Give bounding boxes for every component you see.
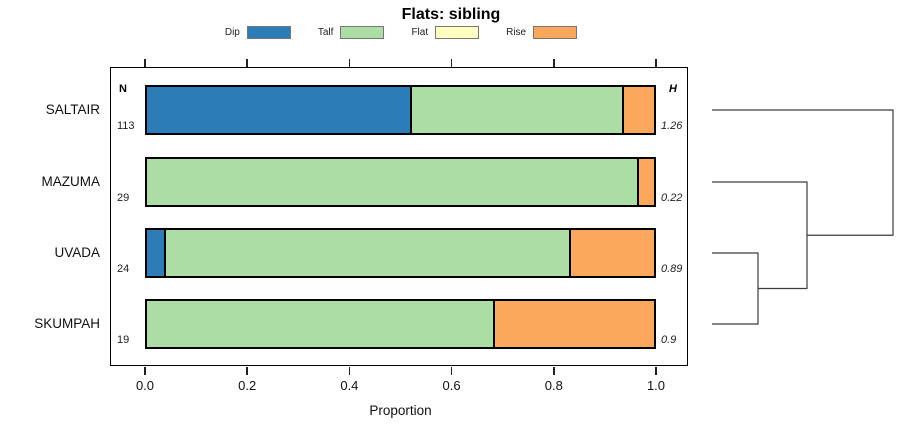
axis-tick-label: 0.2 bbox=[238, 378, 257, 393]
legend-item-talf: Talf bbox=[317, 25, 385, 39]
axis-tick-bottom bbox=[144, 366, 146, 375]
axis-tick-top bbox=[655, 59, 657, 67]
bar-segment-talf bbox=[145, 299, 495, 349]
bar-segment-rise bbox=[636, 157, 656, 207]
bar-segment-talf bbox=[145, 157, 639, 207]
category-label-uvada: UVADA bbox=[54, 245, 100, 260]
axis-tick-bottom bbox=[553, 366, 555, 375]
h-value: 0.22 bbox=[661, 192, 683, 204]
category-label-mazuma: MAZUMA bbox=[41, 174, 101, 189]
x-axis-title: Proportion bbox=[369, 403, 432, 418]
legend-swatch bbox=[533, 25, 578, 39]
h-value: 1.26 bbox=[661, 120, 683, 132]
legend-swatch bbox=[435, 25, 480, 39]
bar-segment-dip bbox=[145, 85, 412, 135]
axis-tick-bottom bbox=[450, 366, 453, 375]
legend-item-dip: Dip bbox=[224, 25, 291, 39]
bar-row-saltair bbox=[145, 85, 656, 135]
axis-tick-top bbox=[450, 59, 453, 67]
bar-segment-rise bbox=[569, 228, 656, 278]
n-value: 29 bbox=[117, 192, 130, 204]
axis-tick-label: 0.4 bbox=[340, 378, 359, 393]
axis-tick-top bbox=[144, 59, 146, 67]
axis-tick-top bbox=[246, 59, 248, 67]
legend-item-rise: Rise bbox=[506, 25, 578, 39]
dendrogram-link bbox=[712, 181, 808, 290]
bar-row-uvada bbox=[145, 228, 656, 278]
bar-segment-rise bbox=[622, 85, 656, 135]
dendrogram bbox=[712, 109, 894, 325]
bar-segment-talf bbox=[409, 85, 625, 135]
bar-segment-dip bbox=[145, 228, 167, 278]
h-value: 0.9 bbox=[661, 334, 677, 346]
axis-tick-label: 0.0 bbox=[135, 378, 155, 393]
bar-segment-rise bbox=[492, 299, 656, 349]
axis-tick-top bbox=[553, 59, 555, 67]
n-value: 24 bbox=[117, 263, 130, 275]
legend-label: Flat bbox=[411, 26, 429, 38]
n-column-header: N bbox=[119, 83, 127, 95]
n-value: 19 bbox=[117, 334, 130, 346]
axis-tick-label: 1.0 bbox=[646, 378, 666, 393]
page-title: Flats: sibling bbox=[401, 6, 501, 23]
legend-swatch bbox=[340, 25, 385, 39]
plot-box bbox=[110, 67, 688, 366]
bar-segment-talf bbox=[164, 228, 572, 278]
axis-tick-bottom bbox=[246, 366, 248, 375]
dendrogram-link bbox=[712, 252, 759, 325]
legend: Dip Talf Flat Rise bbox=[101, 23, 701, 41]
axis-tick-bottom bbox=[655, 366, 657, 375]
legend-label: Rise bbox=[506, 26, 527, 38]
bar-row-skumpah bbox=[145, 299, 656, 349]
legend-label: Dip bbox=[224, 26, 240, 38]
legend-swatch bbox=[246, 25, 291, 39]
legend-item-flat: Flat bbox=[411, 25, 480, 39]
bar-row-mazuma bbox=[145, 157, 656, 207]
axis-tick-label: 0.6 bbox=[442, 378, 461, 393]
dendrogram-link bbox=[712, 109, 894, 236]
axis-tick-bottom bbox=[348, 366, 351, 375]
h-value: 0.89 bbox=[661, 263, 683, 275]
category-label-saltair: SALTAIR bbox=[45, 102, 100, 117]
axis-tick-top bbox=[348, 59, 351, 67]
legend-label: Talf bbox=[317, 26, 334, 38]
category-label-skumpah: SKUMPAH bbox=[34, 316, 100, 331]
h-column-header: H bbox=[669, 83, 677, 95]
n-value: 113 bbox=[117, 120, 135, 132]
axis-tick-label: 0.8 bbox=[544, 378, 563, 393]
